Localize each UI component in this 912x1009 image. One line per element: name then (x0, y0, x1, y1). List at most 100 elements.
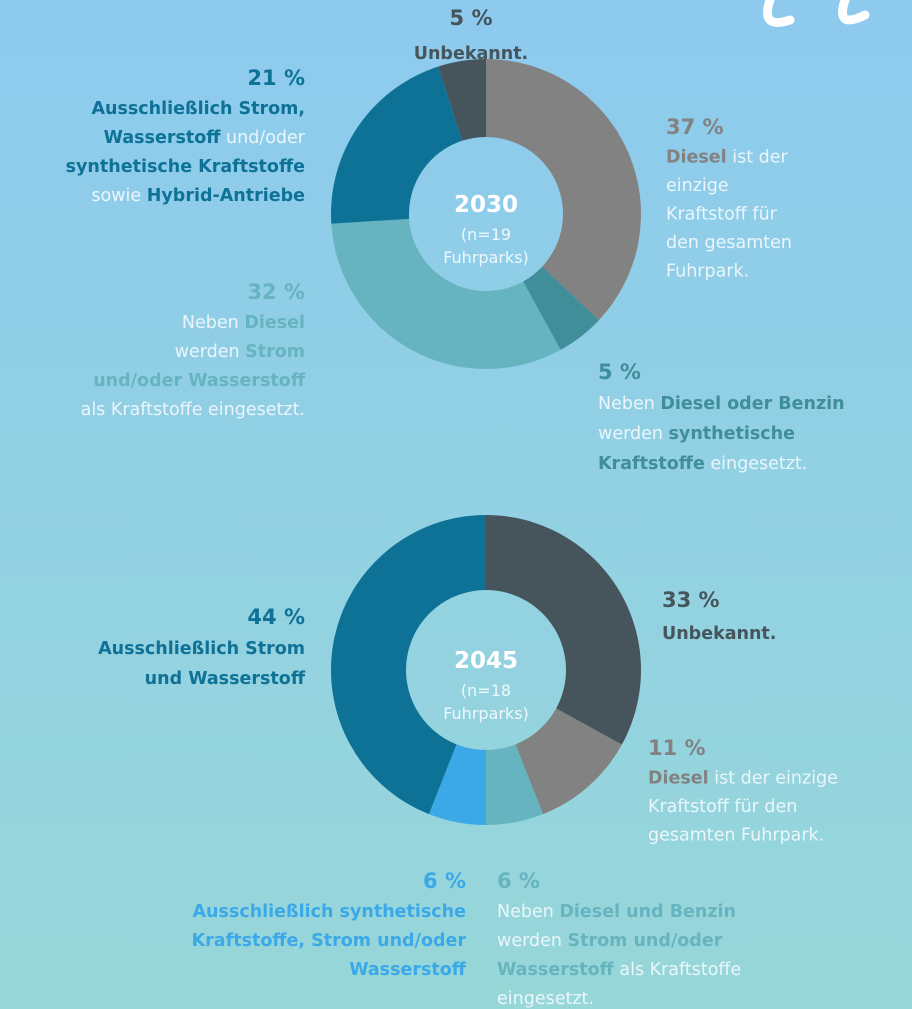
percent-label: 5 % (450, 6, 493, 30)
description-line: eingesetzt. (497, 989, 594, 1009)
emphasis-text: Diesel oder Benzin (660, 394, 844, 414)
description-line: Wasserstoff (349, 960, 467, 980)
emphasis-text: Ausschließlich Strom, (91, 99, 305, 119)
emphasis-text: Ausschließlich Strom (98, 639, 305, 659)
description-line: werden Strom und/oder (497, 931, 723, 951)
center-subtitle: Fuhrparks) (443, 704, 529, 723)
emphasis-text: Wasserstoff (349, 960, 467, 980)
emphasis-text: Hybrid-Antriebe (147, 186, 305, 206)
donut-slice (523, 266, 599, 350)
percent-label: 21 % (247, 66, 305, 90)
percent-label: 6 % (497, 869, 540, 893)
emphasis-text: Diesel (648, 769, 709, 789)
description-line: werden synthetische (598, 424, 795, 444)
decoration (763, 0, 870, 27)
plain-text: sowie (91, 186, 146, 206)
description-line: Kraftstoff für (666, 205, 778, 225)
donut-slice (486, 59, 641, 321)
emphasis-text: synthetische Kraftstoffe (66, 157, 306, 177)
description-line: Unbekannt. (662, 624, 776, 644)
plain-text: als Kraftstoffe eingesetzt. (81, 400, 305, 420)
description-line: Diesel ist der einzige (648, 769, 838, 789)
description-line: und Wasserstoff (145, 669, 306, 689)
donut-slice (331, 218, 561, 370)
emphasis-text: Strom und/oder (568, 931, 723, 951)
donut-slice (428, 744, 486, 825)
center-subtitle: Fuhrparks) (443, 248, 529, 267)
plain-text: einzige (666, 176, 729, 196)
plain-text: Neben (598, 394, 660, 414)
description-line: gesamten Fuhrpark. (648, 826, 824, 846)
percent-label: 5 % (598, 360, 641, 384)
emphasis-text: Strom (245, 342, 305, 362)
description-line: Unbekannt. (414, 44, 528, 64)
center-subtitle: (n=18 (461, 681, 511, 700)
plain-text: Kraftstoff für (666, 205, 778, 225)
emphasis-text: Unbekannt. (662, 624, 776, 644)
plain-text: werden (598, 424, 669, 444)
description-line: Diesel ist der (666, 148, 789, 168)
donut-slice (486, 515, 641, 745)
emphasis-text: Unbekannt. (414, 44, 528, 64)
emphasis-text: Diesel (244, 313, 305, 333)
description-line: und/oder Wasserstoff (93, 371, 306, 391)
plain-text: und/oder (220, 128, 305, 148)
plain-text: eingesetzt. (705, 454, 808, 474)
description-line: Kraftstoffe, Strom und/oder (192, 931, 467, 951)
plain-text: Kraftstoff für den (648, 797, 797, 817)
description-line: werden Strom (175, 342, 305, 362)
donut-slice (515, 708, 622, 815)
emphasis-text: Kraftstoffe (598, 454, 705, 474)
description-line: als Kraftstoffe eingesetzt. (81, 400, 305, 420)
percent-label: 32 % (247, 280, 305, 304)
description-line: synthetische Kraftstoffe (66, 157, 306, 177)
emphasis-text: Diesel (666, 148, 727, 168)
emphasis-text: und/oder Wasserstoff (93, 371, 306, 391)
plain-text: Fuhrpark. (666, 262, 749, 282)
percent-label: 33 % (662, 588, 720, 612)
percent-label: 6 % (423, 869, 466, 893)
description-line: einzige (666, 176, 729, 196)
emphasis-text: Wasserstoff (497, 960, 615, 980)
plain-text: den gesamten (666, 233, 792, 253)
description-line: Wasserstoff und/oder (104, 128, 306, 148)
description-line: Neben Diesel und Benzin (497, 902, 736, 922)
description-line: den gesamten (666, 233, 792, 253)
description-line: Wasserstoff als Kraftstoffe (497, 960, 741, 980)
center-title: 2045 (454, 648, 518, 674)
center-subtitle: (n=19 (461, 225, 511, 244)
description-line: Ausschließlich Strom, (91, 99, 305, 119)
description-line: Neben Diesel (182, 313, 305, 333)
donut-slice (330, 66, 463, 224)
donut-slice (330, 515, 486, 815)
donut-slice (486, 744, 544, 825)
description-line: Ausschließlich Strom (98, 639, 305, 659)
plain-text: als Kraftstoffe (614, 960, 741, 980)
emphasis-text: Kraftstoffe, Strom und/oder (192, 931, 467, 951)
description-line: Kraftstoff für den (648, 797, 797, 817)
description-line: sowie Hybrid-Antriebe (91, 186, 305, 206)
description-line: Neben Diesel oder Benzin (598, 394, 845, 414)
emphasis-text: Wasserstoff (104, 128, 222, 148)
plain-text: gesamten Fuhrpark. (648, 826, 824, 846)
plain-text: Neben (497, 902, 559, 922)
description-line: Fuhrpark. (666, 262, 749, 282)
plain-text: eingesetzt. (497, 989, 594, 1009)
percent-label: 37 % (666, 115, 724, 139)
plain-text: Neben (182, 313, 244, 333)
emphasis-text: synthetische (669, 424, 796, 444)
donut-slice (438, 59, 486, 141)
percent-label: 11 % (648, 736, 706, 760)
plain-text: ist der (727, 148, 789, 168)
description-line: Kraftstoffe eingesetzt. (598, 454, 807, 474)
emphasis-text: und Wasserstoff (145, 669, 306, 689)
plain-text: werden (175, 342, 246, 362)
center-title: 2030 (454, 192, 518, 218)
emphasis-text: Diesel und Benzin (559, 902, 736, 922)
emphasis-text: Ausschließlich synthetische (193, 902, 467, 922)
description-line: Ausschließlich synthetische (193, 902, 467, 922)
percent-label: 44 % (247, 605, 305, 629)
plain-text: werden (497, 931, 568, 951)
